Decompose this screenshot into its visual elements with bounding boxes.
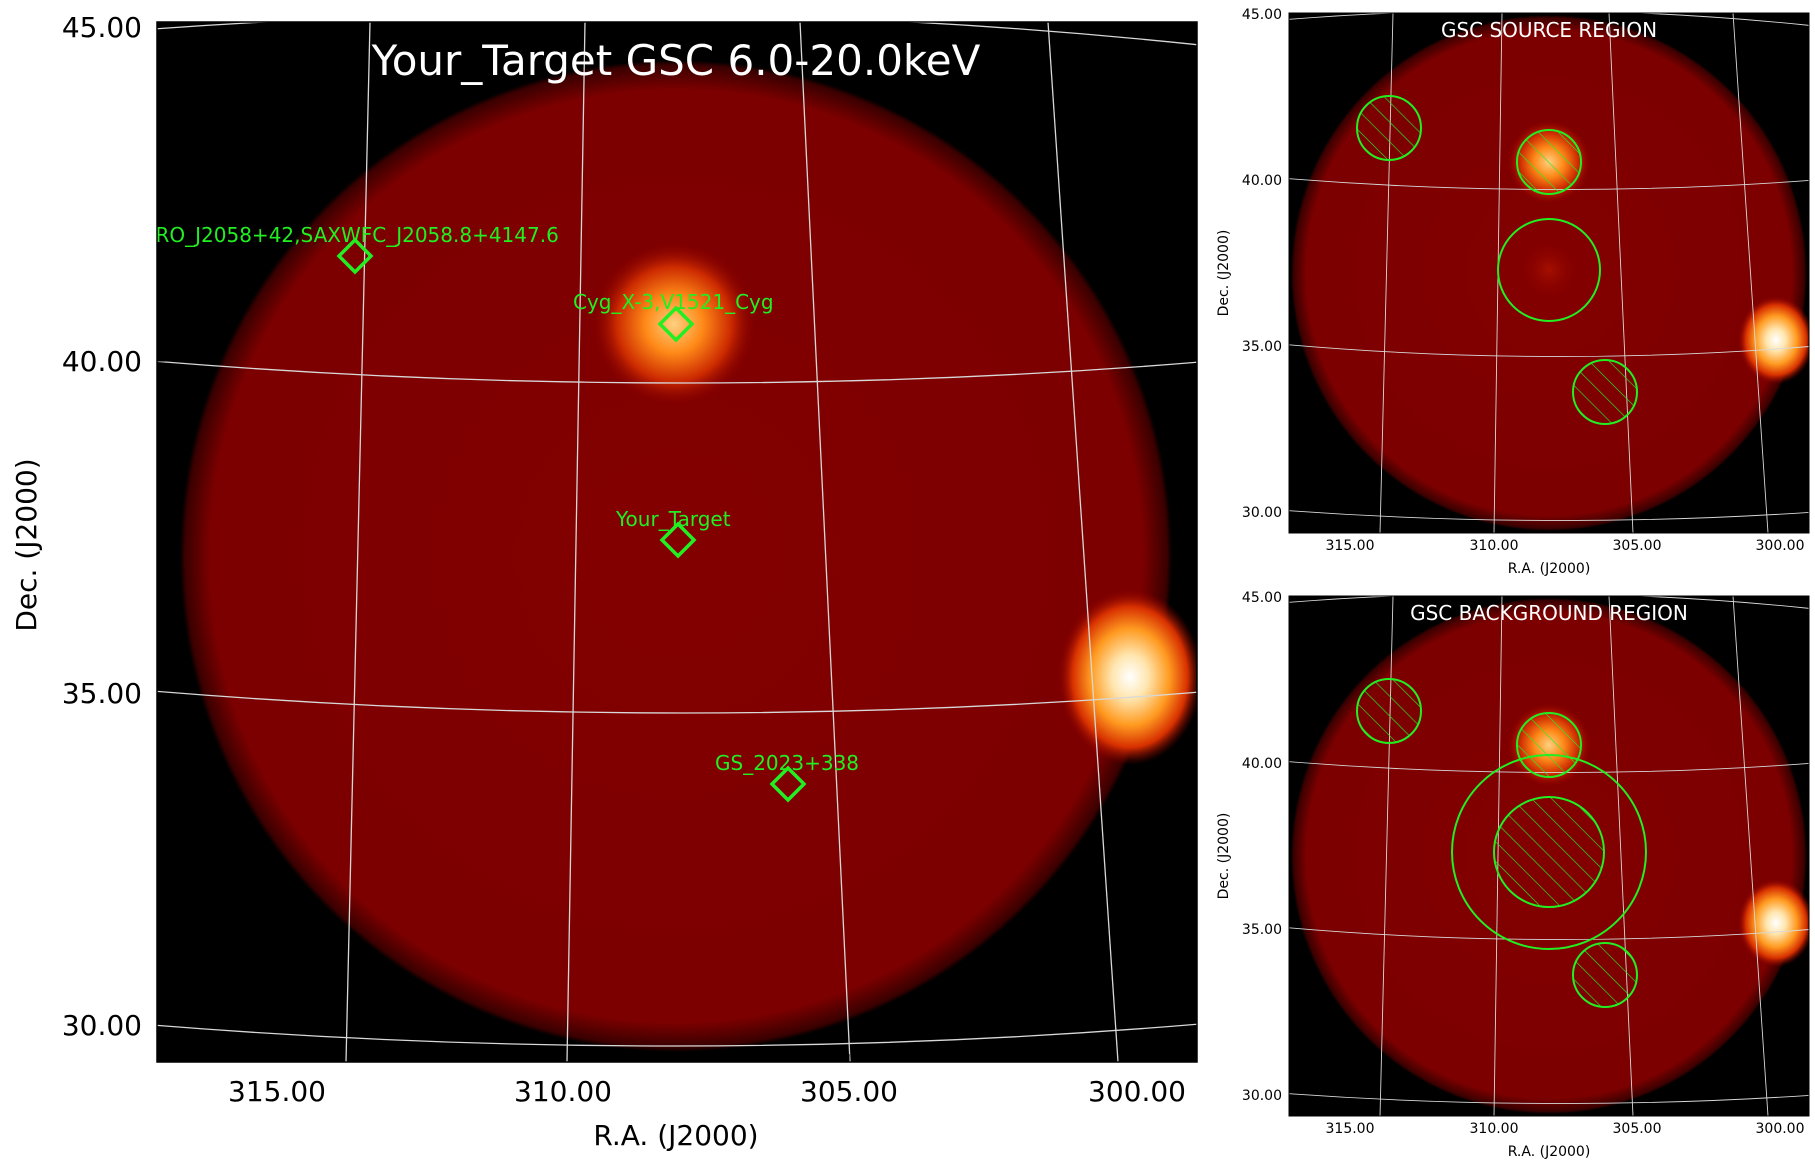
- source-label-your-target: Your_Target: [615, 507, 731, 531]
- main-plot-frame: [156, 21, 1198, 1063]
- source-ytick-40: 40.00: [1242, 173, 1282, 189]
- source-xtick-310: 310.00: [1470, 538, 1519, 554]
- main-xtick-315: 315.00: [228, 1075, 326, 1108]
- main-ytick-35: 35.00: [62, 677, 142, 710]
- main-title: Your_Target GSC 6.0-20.0keV: [371, 36, 981, 85]
- marker-gro-j2058: [336, 237, 374, 275]
- source-exclusion-cyg-x3: [1516, 129, 1582, 195]
- background-exclusion-gro-j2058: [1356, 678, 1422, 744]
- background-exclusion-cyg-x3: [1516, 712, 1582, 778]
- source-label-cyg-x3: Cyg_X-3,V1521_Cyg: [573, 290, 774, 314]
- source-exclusion-gro-j2058: [1356, 95, 1422, 161]
- main-bright-source-cyg-x3: [592, 242, 756, 406]
- source-ylabel: Dec. (J2000): [1216, 230, 1232, 317]
- marker-cyg-x3: [657, 305, 695, 343]
- background-exclusion-gs-2023: [1572, 942, 1638, 1008]
- source-xtick-315: 315.00: [1326, 538, 1375, 554]
- main-bright-source-edge: [1058, 589, 1197, 765]
- background-ytick-45: 45.00: [1242, 590, 1282, 606]
- source-grid: [1289, 13, 1809, 533]
- background-region-panel: GSC BACKGROUND REGION 315.00 310.00 305.…: [1216, 590, 1810, 1160]
- source-region-panel: GSC SOURCE REGION 315.00 310.00 305.00 3…: [1216, 7, 1810, 577]
- background-xtick-310: 310.00: [1470, 1121, 1519, 1137]
- main-ytick-45: 45.00: [62, 11, 142, 44]
- background-ytick-30: 30.00: [1242, 1088, 1282, 1104]
- background-panel-title: GSC BACKGROUND REGION: [1410, 601, 1688, 625]
- source-ytick-35: 35.00: [1242, 339, 1282, 355]
- background-xtick-315: 315.00: [1326, 1121, 1375, 1137]
- background-xtick-305: 305.00: [1613, 1121, 1662, 1137]
- source-exclusion-regions: [1356, 95, 1638, 425]
- background-ytick-40: 40.00: [1242, 756, 1282, 772]
- source-xtick-305: 305.00: [1613, 538, 1662, 554]
- main-source-markers: [336, 237, 807, 803]
- main-xtick-310: 310.00: [514, 1075, 612, 1108]
- main-ylabel: Dec. (J2000): [10, 458, 43, 631]
- source-exclusion-gs-2023: [1572, 359, 1638, 425]
- main-ytick-40: 40.00: [62, 345, 142, 378]
- main-xtick-305: 305.00: [800, 1075, 898, 1108]
- marker-your-target: [659, 521, 697, 559]
- main-panel: GRO_J2058+42,SAXWFC_J2058.8+4147.6 Cyg_X…: [10, 11, 1198, 1152]
- main-tick-marks: [157, 25, 1138, 1062]
- background-exclusion-target: [1493, 796, 1605, 908]
- source-panel-title: GSC SOURCE REGION: [1441, 18, 1657, 42]
- main-grid: [157, 22, 1197, 1062]
- background-ytick-35: 35.00: [1242, 922, 1282, 938]
- source-ytick-45: 45.00: [1242, 7, 1282, 23]
- marker-gs-2023: [769, 765, 807, 803]
- main-xlabel: R.A. (J2000): [593, 1119, 758, 1152]
- main-ytick-30: 30.00: [62, 1009, 142, 1042]
- source-label-gro-j2058: GRO_J2058+42,SAXWFC_J2058.8+4147.6: [140, 223, 559, 247]
- source-xlabel: R.A. (J2000): [1508, 561, 1591, 577]
- background-ylabel: Dec. (J2000): [1216, 813, 1232, 900]
- source-label-gs-2023: GS_2023+338: [715, 751, 859, 775]
- source-extraction-circle: [1497, 218, 1601, 322]
- source-bright-source-edge: [1738, 296, 1809, 384]
- background-bright-source-edge: [1738, 879, 1809, 967]
- source-plot-frame: [1288, 12, 1810, 534]
- source-xtick-300: 300.00: [1756, 538, 1805, 554]
- source-faint-target: [1519, 240, 1579, 300]
- background-xtick-300: 300.00: [1756, 1121, 1805, 1137]
- main-xtick-300: 300.00: [1088, 1075, 1186, 1108]
- background-xlabel: R.A. (J2000): [1508, 1144, 1591, 1160]
- background-exclusion-regions: [1356, 678, 1638, 1008]
- source-ytick-30: 30.00: [1242, 505, 1282, 521]
- background-plot-frame: [1288, 595, 1810, 1117]
